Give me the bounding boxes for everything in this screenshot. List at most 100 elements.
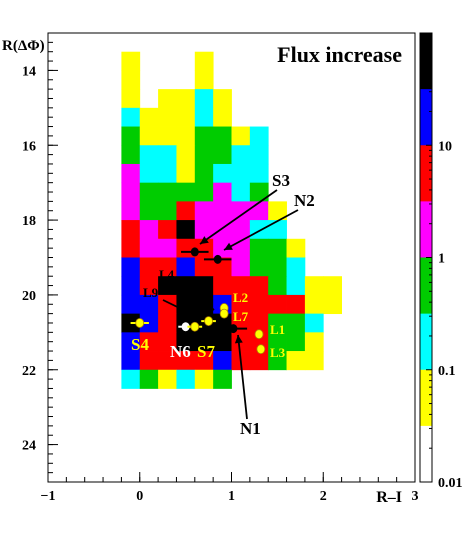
heatmap-cell xyxy=(158,220,177,240)
heatmap-cell xyxy=(213,351,232,371)
point-label: S4 xyxy=(131,335,149,354)
colorbar-band xyxy=(420,257,432,315)
heatmap-cell xyxy=(176,182,196,202)
y-tick-label: 14 xyxy=(22,64,36,79)
colorbar-tick-label: 1 xyxy=(438,252,445,267)
heatmap-cell xyxy=(268,351,287,371)
heatmap-cell xyxy=(231,276,251,296)
heatmap-cell xyxy=(194,238,214,258)
leader-arrow xyxy=(223,209,299,251)
heatmap-cell xyxy=(158,89,177,109)
heatmap-cell xyxy=(194,89,214,109)
heatmap-cell xyxy=(158,369,177,389)
heatmap-cell xyxy=(176,351,196,371)
leader-arrowhead xyxy=(234,335,243,344)
colorbar-band xyxy=(420,425,432,483)
heatmap-cell xyxy=(194,332,214,352)
heatmap-cell xyxy=(121,351,141,371)
heatmap-cell xyxy=(139,313,159,333)
point-label: L7 xyxy=(233,309,249,324)
data-point xyxy=(135,318,145,328)
heatmap-cell xyxy=(231,294,251,315)
heatmap-cell xyxy=(213,276,232,296)
heatmap-cell xyxy=(249,201,269,221)
colorbar-tick-label: 0.1 xyxy=(438,364,456,379)
heatmap-cell xyxy=(268,332,287,352)
heatmap-cell xyxy=(139,332,159,352)
heatmap-cell xyxy=(194,201,214,221)
chart-title: Flux increase xyxy=(277,42,402,67)
heatmap-cell xyxy=(158,332,177,352)
point-label: L2 xyxy=(233,290,248,305)
leader-arrow xyxy=(237,334,248,420)
y-tick-label: 24 xyxy=(22,439,36,454)
heatmap-cell xyxy=(121,238,141,258)
heatmap-cell xyxy=(158,276,177,296)
heatmap-cell xyxy=(121,182,141,202)
heatmap-cell xyxy=(249,238,269,258)
data-point xyxy=(204,316,213,327)
heatmap-cell xyxy=(121,276,141,296)
heatmap-cell xyxy=(213,145,232,165)
x-tick-label: −1 xyxy=(41,489,56,504)
heatmap-cell xyxy=(158,313,177,333)
heatmap-cell xyxy=(249,257,269,277)
heatmap-cell xyxy=(213,369,232,389)
heatmap-cell xyxy=(121,107,141,127)
y-tick-label: 20 xyxy=(22,289,36,304)
heatmap-cell xyxy=(158,257,177,277)
heatmap-cell xyxy=(121,126,141,146)
heatmap-cell xyxy=(121,70,141,90)
heatmap-cell xyxy=(268,220,287,240)
heatmap-cell xyxy=(194,220,214,240)
heatmap-cell xyxy=(139,126,159,146)
heatmap-cell xyxy=(286,238,306,258)
heatmap-cell xyxy=(194,351,214,371)
data-point xyxy=(256,344,266,355)
heatmap-cell xyxy=(158,294,177,315)
heatmap-cell xyxy=(158,107,177,127)
heatmap-cell xyxy=(194,163,214,184)
heatmap-cell xyxy=(139,369,159,389)
heatmap-cell xyxy=(231,126,251,146)
heatmap-cell xyxy=(268,276,287,296)
heatmap-cell xyxy=(121,294,141,315)
heatmap-cell xyxy=(121,51,141,71)
heatmap-cell xyxy=(176,332,196,352)
x-tick-label: 2 xyxy=(320,489,327,504)
heatmap-cell xyxy=(268,238,287,258)
x-axis-label: R–I xyxy=(376,489,402,506)
heatmap-cell xyxy=(231,201,251,221)
heatmap-cell xyxy=(304,276,324,296)
heatmap-cell xyxy=(286,351,306,371)
heatmap-cell xyxy=(249,182,269,202)
heatmap-cell xyxy=(121,163,141,184)
heatmap-cell xyxy=(286,313,306,333)
heatmap-cell xyxy=(139,201,159,221)
heatmap-cell xyxy=(268,313,287,333)
heatmap-cell xyxy=(194,51,214,71)
heatmap-cell xyxy=(323,276,342,296)
heatmap-cell xyxy=(249,351,269,371)
colorbar-tick-label: 0.01 xyxy=(438,476,463,491)
heatmap-cell xyxy=(286,276,306,296)
heatmap-cell xyxy=(194,369,214,389)
leader-arrowhead xyxy=(191,310,200,319)
heatmap-cell xyxy=(268,294,287,315)
heatmap-cell xyxy=(158,182,177,202)
data-point xyxy=(229,324,238,334)
colorbar-band xyxy=(420,89,432,146)
heatmap-cell xyxy=(231,182,251,202)
x-tick-label: 3 xyxy=(412,489,419,504)
heatmap-cell xyxy=(286,332,306,352)
heatmap-cell xyxy=(176,107,196,127)
heatmap-cell xyxy=(213,163,232,184)
colorbar-tick-label: 10 xyxy=(438,139,452,154)
heatmap-cell xyxy=(176,126,196,146)
heatmap-cell xyxy=(194,107,214,127)
heatmap-cell xyxy=(194,182,214,202)
x-tick-label: 0 xyxy=(136,489,143,504)
heatmap-cell xyxy=(121,89,141,109)
